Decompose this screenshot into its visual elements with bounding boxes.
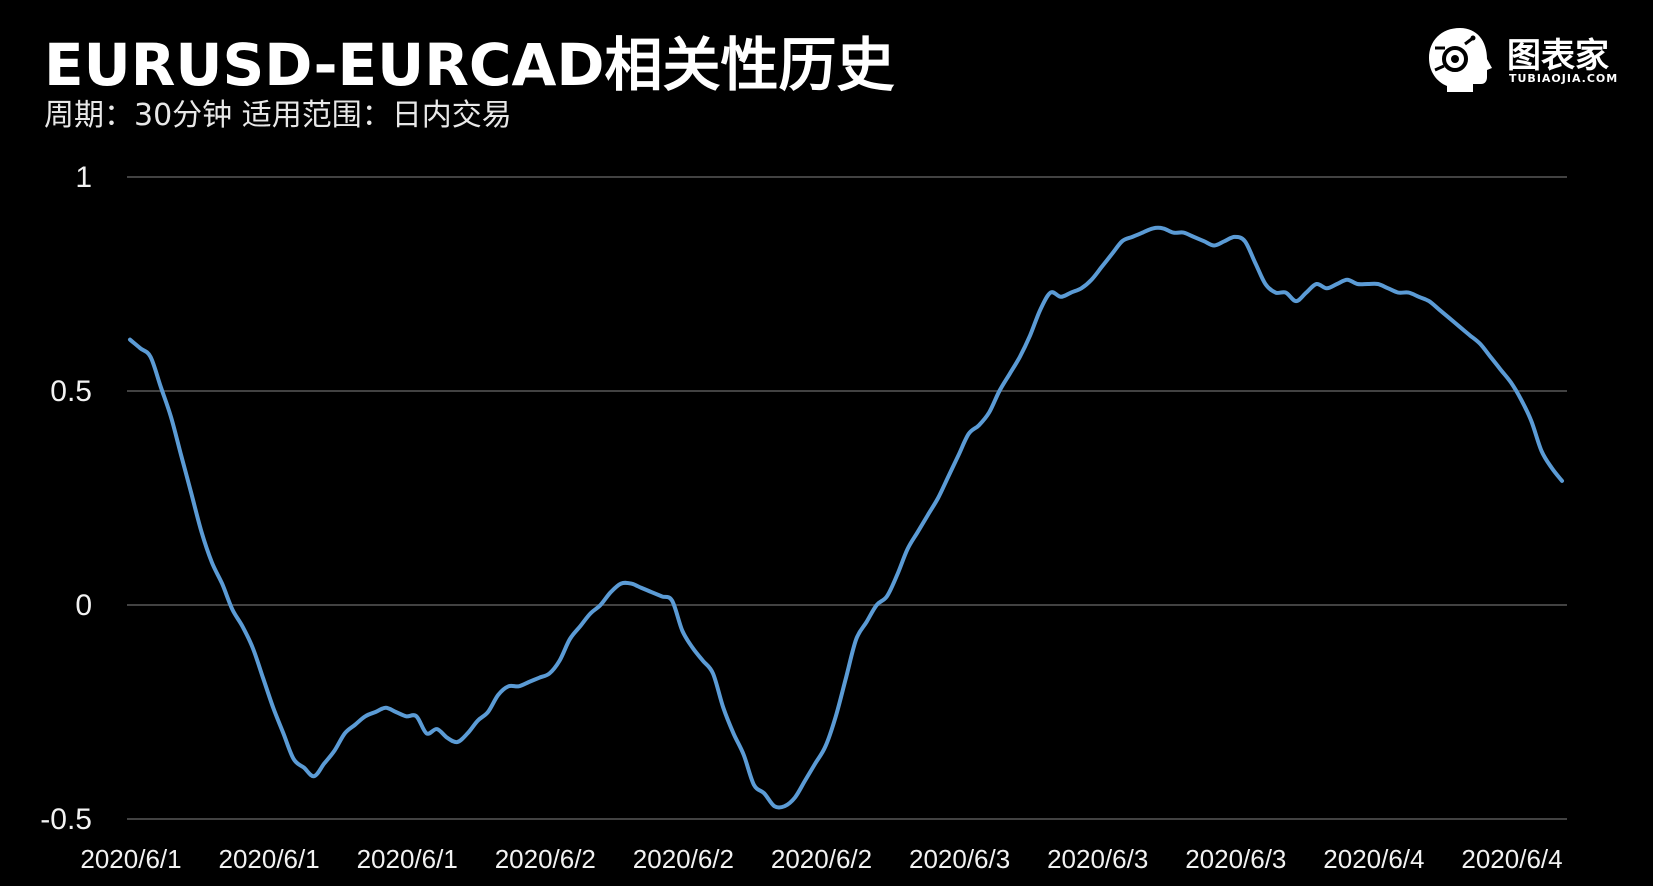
x-tick-label: 2020/6/3 <box>1185 844 1286 874</box>
chart-subtitle: 周期：30分钟 适用范围：日内交易 <box>44 98 512 133</box>
chart-title: EURUSD-EURCAD相关性历史 <box>44 31 895 99</box>
x-tick-label: 2020/6/1 <box>80 844 181 874</box>
brand-logo: 图表家 TUBIAOJIA.COM <box>1425 26 1625 94</box>
robot-head-icon <box>1429 28 1492 92</box>
logo-subtext: TUBIAOJIA.COM <box>1509 72 1619 85</box>
y-tick-label: -0.5 <box>40 803 92 836</box>
x-tick-label: 2020/6/3 <box>1047 844 1148 874</box>
x-tick-label: 2020/6/4 <box>1461 844 1562 874</box>
series-line <box>128 225 1564 810</box>
x-tick-label: 2020/6/1 <box>357 844 458 874</box>
x-tick-label: 2020/6/2 <box>633 844 734 874</box>
logo-text: 图表家 <box>1507 36 1609 76</box>
x-tick-label: 2020/6/2 <box>771 844 872 874</box>
y-tick-label: 1 <box>75 161 92 194</box>
x-tick-label: 2020/6/2 <box>495 844 596 874</box>
x-tick-label: 2020/6/4 <box>1323 844 1424 874</box>
y-tick-label: 0 <box>75 589 92 622</box>
x-tick-label: 2020/6/1 <box>218 844 319 874</box>
y-tick-label: 0.5 <box>50 375 92 408</box>
x-tick-label: 2020/6/3 <box>909 844 1010 874</box>
